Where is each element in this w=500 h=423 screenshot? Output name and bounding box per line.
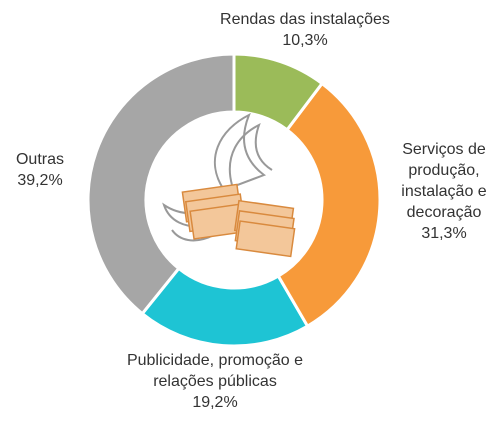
value-label: 10,3% [282, 32, 328, 49]
donut-segment [232, 52, 325, 132]
category-label: Publicidade, promoção e relações pública… [126, 352, 304, 390]
slice-label: Rendas das instalações 10,3% [195, 9, 415, 51]
donut-segment [276, 81, 382, 329]
value-label: 39,2% [17, 172, 63, 189]
center-icon [162, 112, 296, 258]
slice-label: Outras 39,2% [0, 149, 80, 191]
donut-segment [140, 266, 310, 348]
slice-label: Serviços de produção, instalação e decor… [385, 139, 500, 244]
category-label: Rendas das instalações [220, 11, 390, 28]
slice-label: Publicidade, promoção e relações pública… [95, 350, 335, 413]
category-label: Outras [15, 151, 64, 168]
value-label: 19,2% [192, 394, 238, 411]
value-label: 31,3% [421, 225, 467, 242]
donut-segment [86, 52, 236, 316]
category-label: Serviços de produção, instalação e decor… [401, 141, 487, 221]
